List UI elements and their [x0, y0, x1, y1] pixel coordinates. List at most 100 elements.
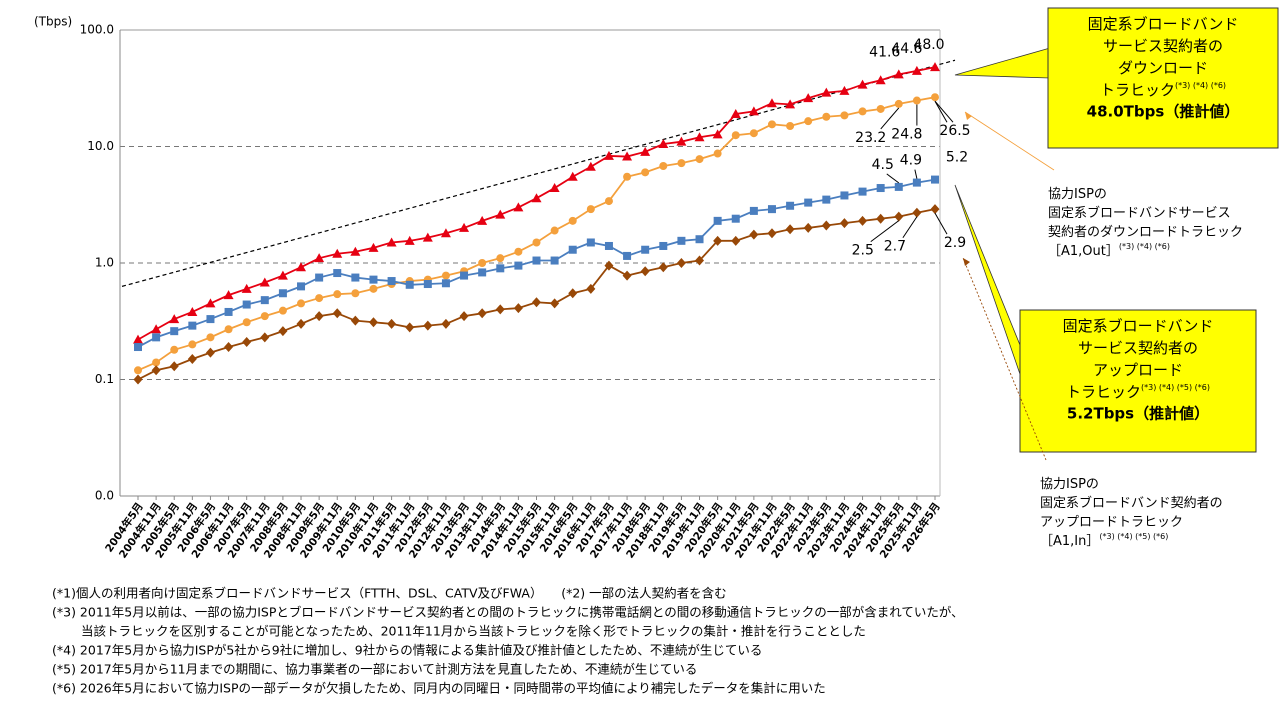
marker — [496, 264, 505, 273]
marker — [549, 183, 560, 193]
callout-text: 固定系ブロードバンド — [1088, 15, 1239, 33]
marker — [477, 215, 488, 225]
callout-line: サービス契約者の — [1103, 37, 1223, 55]
marker — [296, 318, 306, 329]
marker — [786, 201, 795, 210]
callout-line: アップロード — [1093, 361, 1183, 379]
marker — [314, 311, 324, 322]
callout-line: 協力ISPの — [1048, 187, 1107, 202]
callout-line: ダウンロード — [1118, 59, 1208, 77]
marker — [659, 241, 668, 250]
marker — [478, 259, 487, 267]
marker — [568, 216, 577, 225]
marker — [333, 290, 342, 299]
marker — [260, 312, 269, 321]
marker — [477, 308, 487, 319]
marker — [730, 109, 741, 119]
marker — [677, 236, 686, 245]
marker — [223, 290, 234, 300]
marker — [767, 205, 776, 214]
marker — [695, 255, 705, 266]
marker — [133, 374, 143, 385]
marker — [242, 336, 252, 347]
marker — [550, 226, 559, 235]
marker — [604, 197, 613, 206]
marker — [713, 235, 723, 246]
marker — [622, 151, 633, 161]
marker — [351, 289, 360, 298]
callout-emphasis: 5.2Tbps（推計値） — [1067, 405, 1209, 423]
marker — [188, 321, 197, 330]
marker — [623, 172, 632, 181]
data-label: 2.5 — [852, 243, 874, 259]
marker — [422, 232, 433, 242]
marker — [187, 306, 198, 316]
marker — [640, 146, 651, 156]
marker — [532, 297, 541, 308]
callout-note: (*3) (*4) (*6) — [1175, 81, 1226, 90]
marker — [894, 99, 903, 108]
callout-line: 固定系ブロードバンドサービス — [1048, 205, 1231, 221]
marker — [206, 315, 215, 324]
marker — [187, 353, 197, 364]
marker — [713, 216, 722, 225]
marker — [404, 235, 415, 245]
marker — [875, 75, 886, 85]
marker — [586, 283, 596, 294]
callout-note: (*3) (*4) (*6) — [1119, 242, 1170, 251]
marker — [876, 104, 885, 113]
callout-line: トラヒック — [1066, 383, 1141, 401]
y-tick-label: 100.0 — [80, 23, 114, 37]
marker — [695, 155, 704, 164]
marker — [278, 306, 287, 315]
callout-text: 協力ISPの — [1040, 477, 1099, 492]
marker — [152, 333, 161, 342]
marker — [712, 129, 723, 139]
marker — [658, 262, 668, 273]
marker — [767, 228, 777, 239]
marker — [713, 149, 722, 158]
marker — [134, 366, 142, 375]
marker — [694, 132, 705, 142]
marker — [858, 187, 867, 196]
marker — [224, 325, 233, 334]
marker — [623, 251, 632, 260]
marker — [531, 193, 542, 203]
marker — [912, 96, 921, 105]
footnote: (*4) 2017年5月から協力ISPが5社から9社に増加し、9社からの情報によ… — [52, 643, 762, 658]
marker — [749, 129, 758, 138]
marker — [387, 277, 396, 286]
marker — [677, 159, 686, 168]
marker — [893, 69, 904, 79]
callout-text: アップロード — [1093, 361, 1183, 379]
marker — [241, 283, 252, 293]
callout-box — [1047, 7, 1279, 149]
marker — [205, 298, 216, 308]
marker — [731, 131, 740, 140]
marker — [641, 245, 650, 254]
marker — [876, 184, 885, 193]
marker — [822, 112, 831, 121]
marker — [260, 332, 270, 343]
marker — [822, 195, 831, 204]
callout-pointer — [954, 184, 1023, 381]
marker — [368, 242, 379, 252]
marker — [423, 280, 432, 289]
marker — [858, 107, 867, 116]
marker — [495, 304, 505, 315]
marker — [894, 182, 903, 191]
marker — [242, 300, 251, 309]
data-label: 4.9 — [900, 153, 922, 169]
marker — [514, 247, 523, 256]
marker — [532, 256, 541, 265]
callout-line: 固定系ブロードバンド — [1088, 15, 1239, 33]
marker — [387, 318, 397, 329]
data-label: 2.9 — [944, 235, 966, 251]
marker — [350, 246, 361, 256]
marker — [912, 207, 922, 218]
callout-text: 契約者のダウンロードトラヒック — [1048, 225, 1243, 240]
marker — [803, 222, 813, 233]
marker — [460, 271, 469, 280]
marker — [749, 206, 758, 215]
marker — [550, 298, 560, 309]
